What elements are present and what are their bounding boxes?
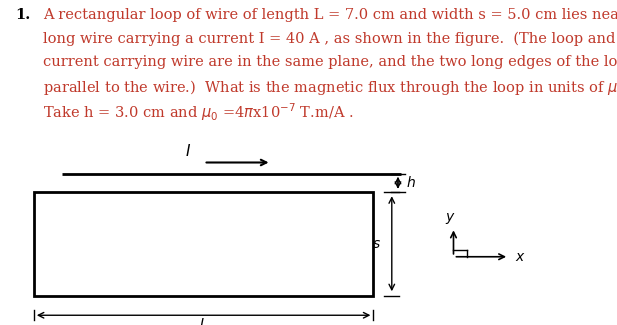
Text: parallel to the wire.)  What is the magnetic flux through the loop in units of $: parallel to the wire.) What is the magne… xyxy=(43,78,617,97)
Text: $s$: $s$ xyxy=(373,237,381,251)
Text: Take h = 3.0 cm and $\mu_0$ =4$\pi$x10$^{-7}$ T.m/A .: Take h = 3.0 cm and $\mu_0$ =4$\pi$x10$^… xyxy=(43,102,354,124)
Text: $x$: $x$ xyxy=(515,250,526,264)
Text: $y$: $y$ xyxy=(445,211,456,226)
Text: 1.: 1. xyxy=(15,8,31,22)
Text: $h$: $h$ xyxy=(406,175,416,190)
Text: A rectangular loop of wire of length L = 7.0 cm and width s = 5.0 cm lies near a: A rectangular loop of wire of length L =… xyxy=(43,8,617,22)
Text: $I$: $I$ xyxy=(185,143,191,159)
Text: current carrying wire are in the same plane, and the two long edges of the loop : current carrying wire are in the same pl… xyxy=(43,55,617,69)
Bar xyxy=(34,192,373,296)
Text: $L$: $L$ xyxy=(199,317,208,325)
Text: long wire carrying a current I = 40 A , as shown in the figure.  (The loop and t: long wire carrying a current I = 40 A , … xyxy=(43,32,617,46)
